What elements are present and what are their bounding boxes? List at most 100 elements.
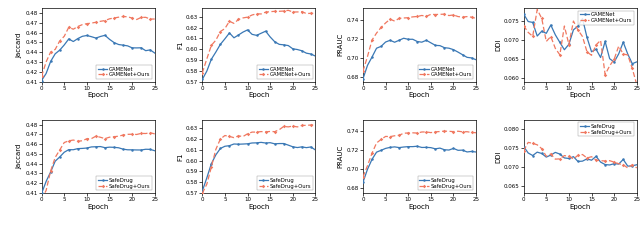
GAMENet <box>198 78 206 81</box>
SafeDrug+Ours <box>275 128 283 131</box>
Line: GAMENet+Ours: GAMENet+Ours <box>362 13 477 72</box>
GAMENet+Ours <box>377 26 385 29</box>
GAMENet+Ours <box>431 13 439 16</box>
Legend: SafeDrug, SafeDrug+Ours: SafeDrug, SafeDrug+Ours <box>257 176 313 190</box>
SafeDrug <box>203 176 211 179</box>
SafeDrug <box>266 141 274 144</box>
GAMENet+Ours <box>368 39 376 41</box>
GAMENet <box>601 40 609 43</box>
GAMENet+Ours <box>262 11 269 14</box>
GAMENet+Ours <box>65 26 72 29</box>
GAMENet <box>262 30 269 33</box>
SafeDrug <box>579 160 586 163</box>
GAMENet+Ours <box>253 12 260 15</box>
GAMENet+Ours <box>396 17 403 20</box>
SafeDrug+Ours <box>524 141 532 144</box>
GAMENet <box>359 77 367 80</box>
Line: SafeDrug: SafeDrug <box>201 141 317 192</box>
GAMENet+Ours <box>611 58 618 61</box>
GAMENet+Ours <box>221 27 228 30</box>
GAMENet+Ours <box>472 17 480 20</box>
GAMENet <box>151 52 159 55</box>
SafeDrug+Ours <box>294 125 301 128</box>
GAMENet <box>579 17 586 20</box>
SafeDrug+Ours <box>138 132 145 135</box>
GAMENet <box>257 32 265 35</box>
SafeDrug <box>583 157 591 160</box>
GAMENet+Ours <box>74 25 82 28</box>
Legend: GAMENet, GAMENet+Ours: GAMENet, GAMENet+Ours <box>418 65 474 79</box>
GAMENet <box>266 36 274 38</box>
GAMENet+Ours <box>307 12 315 15</box>
SafeDrug+Ours <box>579 153 586 156</box>
GAMENet <box>583 36 591 39</box>
SafeDrug+Ours <box>203 183 211 186</box>
SafeDrug+Ours <box>463 130 471 133</box>
GAMENet <box>216 43 224 46</box>
Line: GAMENet: GAMENet <box>201 29 317 81</box>
SafeDrug <box>79 147 86 150</box>
SafeDrug+Ours <box>427 131 435 134</box>
GAMENet <box>628 62 636 65</box>
SafeDrug+Ours <box>413 132 421 135</box>
Legend: GAMENet, GAMENet+Ours: GAMENet, GAMENet+Ours <box>257 65 313 79</box>
GAMENet+Ours <box>119 15 127 18</box>
SafeDrug <box>409 145 417 148</box>
GAMENet <box>547 24 555 26</box>
SafeDrug <box>445 149 453 151</box>
SafeDrug <box>235 143 243 146</box>
GAMENet <box>225 32 233 34</box>
GAMENet+Ours <box>387 18 394 21</box>
GAMENet <box>396 39 403 42</box>
GAMENet <box>56 49 63 51</box>
SafeDrug+Ours <box>253 131 260 133</box>
Legend: GAMENet, GAMENet+Ours: GAMENet, GAMENet+Ours <box>97 65 152 79</box>
GAMENet+Ours <box>579 35 586 38</box>
GAMENet <box>38 79 45 82</box>
GAMENet+Ours <box>56 40 63 42</box>
GAMENet+Ours <box>151 18 159 20</box>
GAMENet <box>312 55 319 58</box>
GAMENet <box>391 41 399 44</box>
Line: GAMENet: GAMENet <box>362 37 477 80</box>
GAMENet+Ours <box>284 9 292 12</box>
GAMENet <box>65 37 72 40</box>
GAMENet <box>596 56 604 59</box>
SafeDrug <box>38 192 45 195</box>
SafeDrug <box>42 180 50 183</box>
SafeDrug <box>115 146 122 149</box>
GAMENet <box>212 51 220 53</box>
SafeDrug+Ours <box>454 130 462 133</box>
SafeDrug <box>524 152 532 154</box>
SafeDrug <box>284 144 292 146</box>
SafeDrug+Ours <box>436 130 444 133</box>
GAMENet+Ours <box>628 67 636 70</box>
SafeDrug <box>427 146 435 149</box>
Y-axis label: PRAUC: PRAUC <box>338 145 344 168</box>
GAMENet+Ours <box>413 15 421 18</box>
SafeDrug <box>368 158 376 161</box>
GAMENet+Ours <box>280 10 287 12</box>
SafeDrug+Ours <box>110 135 118 138</box>
SafeDrug+Ours <box>445 130 453 133</box>
SafeDrug <box>543 156 550 158</box>
SafeDrug+Ours <box>592 159 600 161</box>
SafeDrug <box>463 150 471 153</box>
SafeDrug <box>303 146 310 149</box>
SafeDrug <box>624 165 632 168</box>
GAMENet+Ours <box>561 25 568 27</box>
SafeDrug <box>257 141 265 144</box>
SafeDrug <box>92 145 100 148</box>
GAMENet <box>418 41 426 44</box>
X-axis label: Epoch: Epoch <box>570 204 591 210</box>
GAMENet <box>284 44 292 47</box>
GAMENet+Ours <box>230 22 238 25</box>
GAMENet+Ours <box>381 22 389 24</box>
GAMENet <box>529 21 536 24</box>
GAMENet+Ours <box>529 35 536 38</box>
SafeDrug+Ours <box>97 136 104 139</box>
SafeDrug+Ours <box>364 164 371 167</box>
SafeDrug <box>51 160 59 163</box>
SafeDrug+Ours <box>556 157 564 160</box>
GAMENet+Ours <box>198 72 206 74</box>
